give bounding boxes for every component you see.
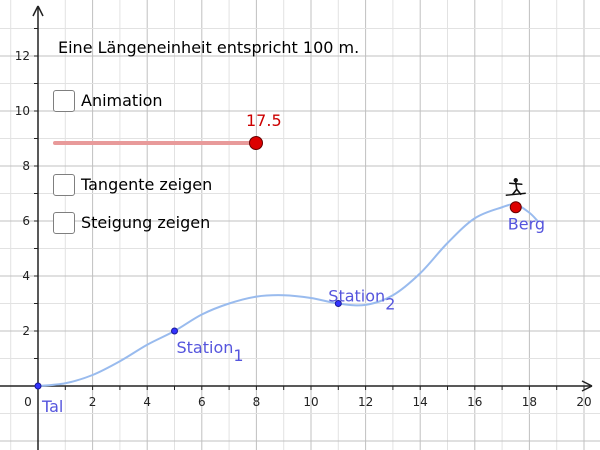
slider-handle[interactable] — [249, 136, 263, 150]
x-tick-label: 4 — [143, 395, 151, 409]
tangent-checkbox-box[interactable] — [53, 174, 75, 196]
point-berg[interactable] — [509, 201, 522, 214]
points: Tal Station1 Station2 Berg — [34, 201, 545, 416]
unit-note: Eine Längeneinheit entspricht 100 m. — [58, 38, 360, 57]
axes — [0, 5, 593, 450]
y-tick-label: 2 — [22, 324, 30, 338]
slope-checkbox-box[interactable] — [53, 212, 75, 234]
x-tick-label: 2 — [89, 395, 97, 409]
slope-curve-line — [37, 203, 539, 387]
x-tick-label: 18 — [522, 395, 537, 409]
slider[interactable] — [53, 136, 263, 150]
x-tick-label: 14 — [413, 395, 428, 409]
y-tick-label: 6 — [22, 214, 30, 228]
animation-checkbox-box[interactable] — [53, 90, 75, 112]
tangent-checkbox[interactable]: Tangente zeigen — [53, 174, 212, 196]
point-label-station2: Station2 — [328, 287, 395, 314]
y-tick-label: 4 — [22, 269, 30, 283]
x-tick-label: 8 — [253, 395, 261, 409]
skier-icon — [505, 178, 526, 196]
x-tick-label: 20 — [576, 395, 591, 409]
skier-figure — [505, 178, 526, 196]
y-tick-label: 12 — [15, 49, 30, 63]
point-label-tal: Tal — [41, 397, 63, 416]
point-label-berg: Berg — [508, 214, 545, 233]
animation-checkbox[interactable]: Animation — [53, 90, 163, 112]
x-tick-label: 12 — [358, 395, 373, 409]
point-station2[interactable] — [334, 300, 342, 307]
tick-labels: 0 2 4 6 8 10 12 14 16 18 20 2 4 6 8 10 12 — [15, 49, 592, 409]
point-station1[interactable] — [171, 327, 178, 335]
slope-checkbox[interactable]: Steigung zeigen — [53, 212, 210, 234]
x-axis-arrow — [581, 380, 593, 392]
y-axis-arrow — [32, 5, 44, 17]
tangent-checkbox-label: Tangente zeigen — [81, 175, 213, 194]
ski-slope-curve — [37, 203, 539, 387]
point-label-station1: Station1 — [177, 338, 244, 365]
x-tick-label: 16 — [467, 395, 482, 409]
animation-checkbox-label: Animation — [81, 91, 163, 110]
x-tick-label: 6 — [198, 395, 206, 409]
point-tal[interactable] — [34, 382, 42, 390]
slope-checkbox-label: Steigung zeigen — [81, 213, 211, 232]
x-tick-label: 10 — [303, 395, 318, 409]
y-tick-label: 8 — [22, 159, 30, 173]
y-tick-label: 10 — [15, 104, 30, 118]
slider-value: 17.5 — [246, 111, 282, 130]
x-tick-label: 0 — [24, 395, 32, 409]
